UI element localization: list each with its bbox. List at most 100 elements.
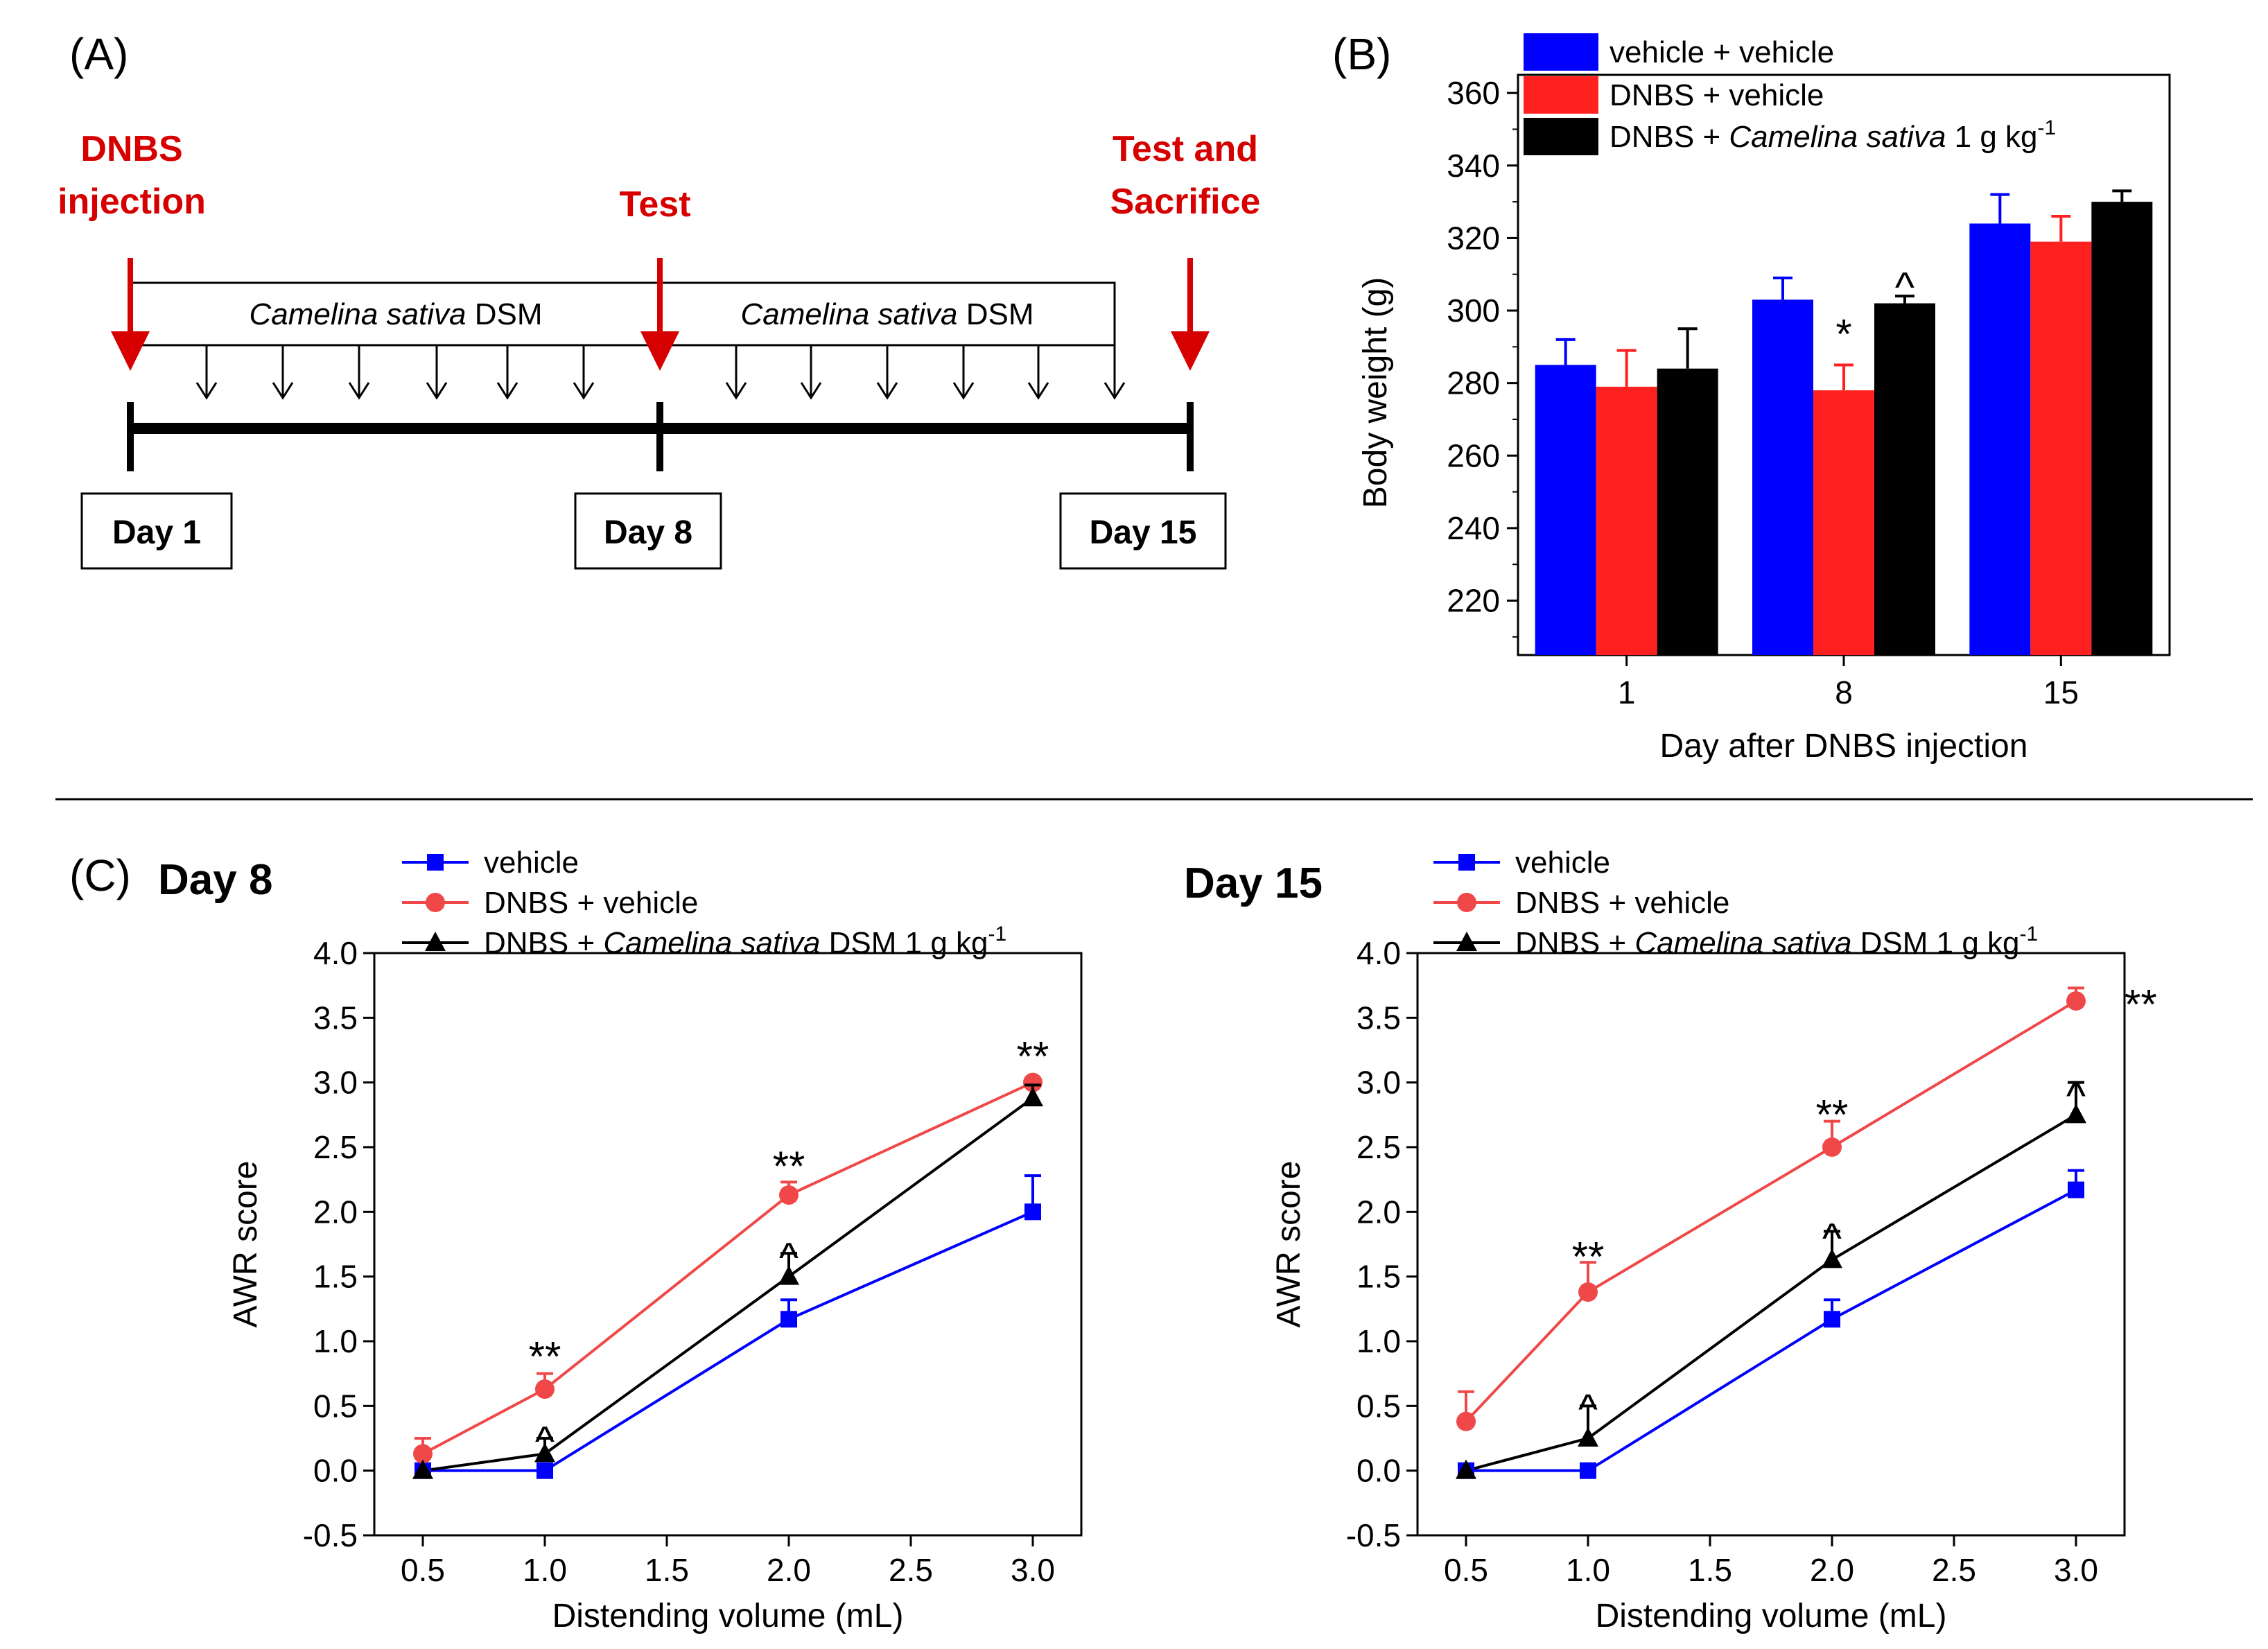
event-dnbs-injection-line2: injection (58, 182, 206, 222)
chart-b-bar-2-1 (2030, 241, 2092, 655)
chart-c1-ytick-label-5: 2.0 (313, 1194, 358, 1230)
chart-c1-legend-label-1: DNBS + vehicle (484, 886, 698, 920)
chart-c2-ytick-label-3: 1.0 (1357, 1323, 1401, 1359)
chart-c2-ytick-label-7: 3.0 (1357, 1065, 1401, 1101)
chart-b-annotation-1: ^ (1895, 264, 1914, 311)
chart-c1-annotation-0: ** (529, 1333, 561, 1379)
event-dnbs-injection-line1: DNBS (80, 129, 182, 169)
chart-c1-ytick-label-7: 3.0 (313, 1065, 358, 1101)
chart-b-legend-label-1: DNBS + vehicle (1610, 78, 1824, 112)
chart-c1-line-1 (422, 1081, 1033, 1456)
chart-c2-line-0 (1466, 1188, 2077, 1472)
chart-c2-ytick-label-4: 1.5 (1357, 1259, 1401, 1295)
chart-b-xtick-label-0: 1 (1618, 674, 1636, 710)
chart-b-bar-1-2 (1874, 303, 1935, 655)
chart-c2-legend-marker-2 (1456, 932, 1477, 951)
event-test: Test (619, 184, 690, 225)
chart-c2-annotation-3: ^ (1822, 1215, 1842, 1262)
panel-c-line-charts: (C) Day 8 -0.5 0.0 0.5 1.0 1.5 2.0 2.5 3.0 3.5 4.0… (69, 846, 2157, 1634)
chart-c1-ytick-label-4: 1.5 (313, 1259, 358, 1295)
chart-c2-annotation-5: ** (2125, 981, 2157, 1028)
chart-c1-point-1-2 (779, 1185, 799, 1205)
dose-arrow-head-1 (272, 382, 294, 400)
chart-c1-ytick-label-3: 1.0 (313, 1323, 358, 1359)
chart-c2-annotation-4: ^ (2066, 1073, 2086, 1119)
chart-b-bar-0-0 (1535, 365, 1596, 655)
chart-c1-point-0-1 (537, 1462, 553, 1479)
chart-c2-point-0-3 (2068, 1181, 2084, 1198)
chart-c1-xlabel: Distending volume (mL) (552, 1598, 904, 1634)
day15-box (1059, 492, 1227, 570)
dose-arrow-head-7 (800, 382, 822, 400)
chart-c2-point-2-1 (1578, 1427, 1598, 1447)
chart-c1-line-0 (423, 1210, 1033, 1472)
day1-label: Day 1 (112, 514, 201, 551)
chart-b-legend-swatch-0 (1524, 33, 1598, 71)
chart-b-annotation-0: * (1835, 311, 1851, 358)
chart-c1-xtick-label-2: 1.5 (645, 1552, 689, 1588)
chart-c2-point-1-0 (1456, 1411, 1476, 1431)
chart-c2-frame (1416, 952, 2126, 1537)
chart-c1-ylabel: AWR score (227, 1161, 264, 1328)
treatment-box-2 (658, 281, 1116, 347)
chart-b-bar-2-2 (2091, 202, 2153, 655)
chart-c1-xtick-label-5: 3.0 (1011, 1552, 1055, 1588)
chart-b-bar-0-2 (1657, 368, 1718, 655)
chart-c2-title: Day 15 (1184, 860, 1323, 907)
chart-c2-point-0-1 (1580, 1462, 1596, 1479)
chart-c1-annotation-1: ^ (535, 1418, 555, 1465)
treatment-box-1 (130, 281, 661, 347)
chart-c1-point-0-2 (780, 1311, 797, 1328)
panel-b-label: (B) (1332, 29, 1391, 79)
chart-b-ylabel: Body weight (g) (1357, 277, 1394, 509)
chart-c1-point-0-3 (1024, 1203, 1041, 1221)
chart-c1-point-1-0 (413, 1444, 433, 1464)
chart-c1-legend-label-0: vehicle (484, 846, 579, 880)
treatment-species: Camelina sativa (249, 297, 466, 331)
chart-b-ytick-label-6: 340 (1447, 148, 1500, 184)
chart-b-ytick-label-3: 280 (1447, 365, 1500, 401)
chart-c1-xtick-label-3: 2.0 (767, 1552, 811, 1588)
chart-c2-line-1 (1465, 1000, 2077, 1423)
day15-label: Day 15 (1090, 514, 1197, 551)
treatment-label-1: Camelina sativa DSM (249, 297, 542, 331)
chart-c1-point-2-0 (412, 1459, 433, 1479)
panel-a-timeline: (A) DNBS injection Test Test and Sacrifi… (58, 29, 1261, 570)
chart-c2-xtick-label-1: 1.0 (1566, 1552, 1610, 1588)
dose-arrow-head-6 (725, 382, 747, 400)
chart-c1-annotation-4: ** (1017, 1033, 1049, 1079)
chart-b-ytick-label-2: 260 (1447, 437, 1500, 473)
dose-arrow-head-5 (573, 382, 595, 400)
chart-c1-annotation-3: ^ (779, 1234, 799, 1281)
dose-arrow-head-4 (496, 382, 518, 400)
chart-b-ytick-label-4: 300 (1447, 293, 1500, 329)
chart-c1-frame (373, 952, 1083, 1537)
chart-c1-point-2-3 (1022, 1087, 1043, 1107)
chart-b-ytick-label-7: 360 (1447, 75, 1500, 111)
chart-c1-ytick-label-8: 3.5 (313, 1000, 358, 1036)
dose-arrow-head-2 (348, 382, 370, 400)
chart-b-xtick-label-1: 8 (1835, 674, 1853, 710)
day8-box (574, 492, 722, 570)
dose-arrow-head-0 (195, 382, 218, 400)
event-test-sacrifice-line2: Sacrifice (1110, 182, 1261, 222)
chart-c1-ytick-label-6: 2.5 (313, 1129, 358, 1165)
chart-c1-legend-marker-2 (425, 932, 446, 951)
chart-c2-ytick-label-5: 2.0 (1357, 1194, 1401, 1230)
chart-c2-point-1-1 (1578, 1282, 1598, 1302)
chart-c2-xtick-label-2: 1.5 (1688, 1552, 1732, 1588)
chart-c1-xtick-label-4: 2.5 (889, 1552, 933, 1588)
daily-dose-arrows (195, 345, 1126, 400)
chart-b-xtick-label-2: 15 (2043, 674, 2079, 710)
chart-c2-point-1-2 (1822, 1137, 1842, 1157)
chart-c2-annotation-1: ^ (1578, 1386, 1598, 1432)
chart-c1-xtick-label-1: 1.0 (523, 1552, 567, 1588)
chart-c1-point-2-2 (778, 1265, 799, 1285)
chart-c2-ytick-label-8: 3.5 (1357, 1000, 1401, 1036)
red-arrow-day15-head (1171, 331, 1210, 371)
chart-c2-point-2-0 (1456, 1459, 1476, 1479)
chart-c1-point-1-1 (535, 1379, 555, 1399)
chart-c1-line-2 (422, 1097, 1034, 1472)
treatment-label-2: Camelina sativa DSM (740, 297, 1033, 331)
chart-b-legend-label-0: vehicle + vehicle (1610, 35, 1834, 69)
